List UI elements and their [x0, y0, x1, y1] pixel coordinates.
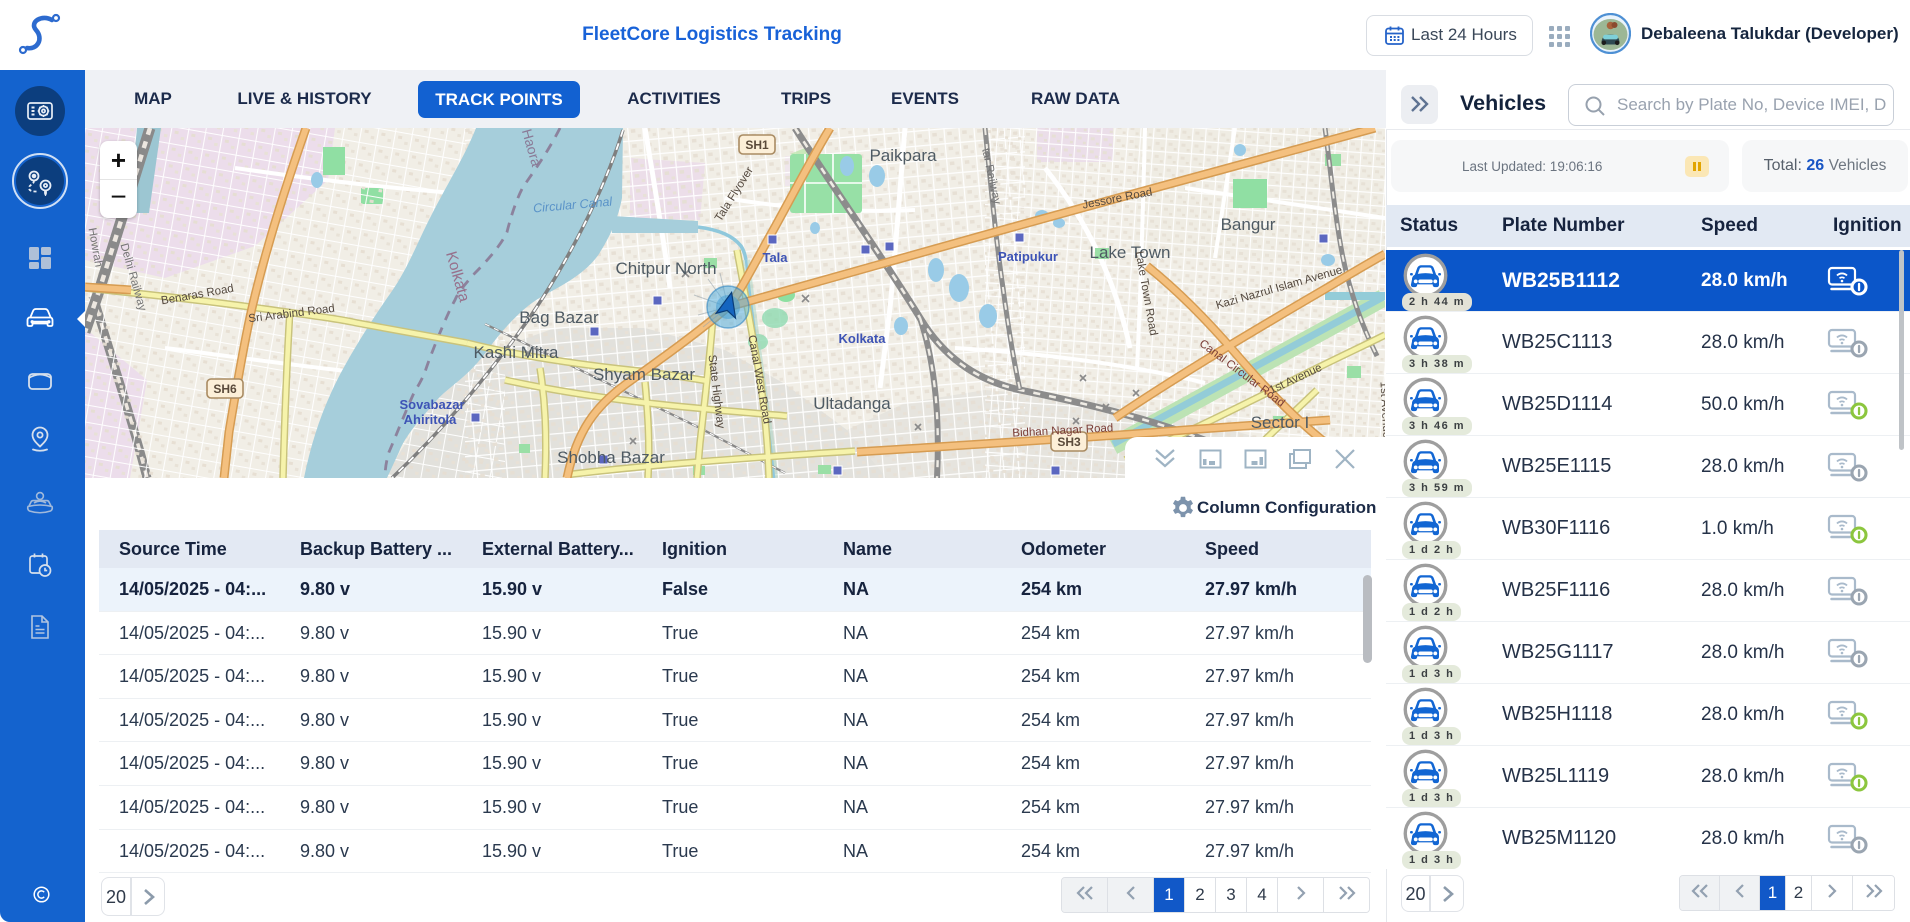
svg-text:Sector I: Sector I [1251, 413, 1310, 432]
svg-text:Kashi Mitra: Kashi Mitra [473, 343, 559, 362]
svg-text:Paikpara: Paikpara [869, 146, 937, 165]
svg-text:Bangur: Bangur [1221, 215, 1276, 234]
svg-text:SH3: SH3 [1057, 435, 1081, 449]
svg-text:Tala: Tala [762, 250, 788, 265]
svg-text:Bag Bazar: Bag Bazar [519, 308, 599, 327]
svg-text:Patipukur: Patipukur [998, 249, 1058, 264]
svg-text:Bidhan Nagar Road: Bidhan Nagar Road [1012, 422, 1114, 439]
svg-text:SH6: SH6 [213, 382, 237, 396]
svg-text:Shobha Bazar: Shobha Bazar [557, 448, 665, 467]
svg-text:Sovabazar: Sovabazar [399, 397, 464, 412]
svg-text:Shyam Bazar: Shyam Bazar [593, 365, 695, 384]
svg-text:Chitpur North: Chitpur North [615, 259, 716, 278]
svg-text:SH1: SH1 [745, 138, 769, 152]
svg-text:Circular Canal: Circular Canal [533, 194, 614, 215]
svg-text:Ahiritola: Ahiritola [404, 412, 457, 427]
svg-text:Ultadanga: Ultadanga [813, 394, 891, 413]
svg-text:Lake Town: Lake Town [1090, 243, 1171, 262]
svg-text:1st Avenue: 1st Avenue [1378, 381, 1385, 438]
svg-text:Kolkata: Kolkata [839, 331, 887, 346]
